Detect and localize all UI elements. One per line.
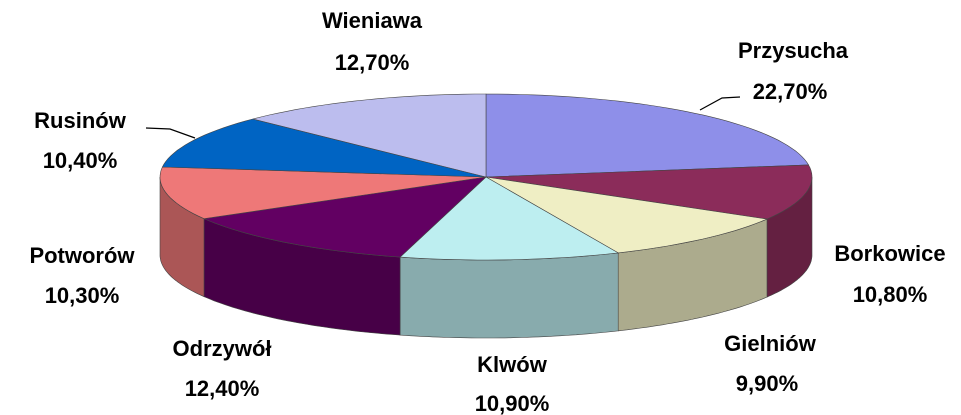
slice-label: Klwów — [477, 352, 548, 377]
value-label: 9,90% — [736, 371, 798, 396]
slice — [159, 166, 487, 220]
slice-label: Gielniów — [724, 331, 817, 356]
value-label: 10,90% — [475, 391, 550, 415]
value-label: 10,40% — [43, 148, 118, 173]
slice — [161, 118, 487, 178]
slice-label: Przysucha — [738, 38, 849, 63]
slice-label: Wieniawa — [322, 8, 423, 33]
slice-label: Borkowice — [834, 241, 945, 266]
slice-side — [399, 252, 619, 339]
value-label: 12,40% — [185, 376, 260, 401]
value-label: 10,30% — [45, 283, 120, 308]
value-label: 22,70% — [753, 79, 828, 104]
slice-label: Rusinów — [34, 108, 127, 133]
slice — [485, 93, 810, 178]
value-label: 10,80% — [853, 282, 928, 307]
slice — [399, 176, 620, 261]
leader-line — [699, 96, 741, 111]
slice — [252, 93, 487, 178]
slice — [202, 176, 487, 258]
slice — [485, 176, 769, 254]
slice-label: Potworów — [29, 243, 135, 268]
value-label: 12,70% — [335, 50, 410, 75]
slice — [485, 164, 813, 220]
slice-label: Odrzywół — [172, 336, 271, 361]
leader-line — [145, 127, 196, 139]
